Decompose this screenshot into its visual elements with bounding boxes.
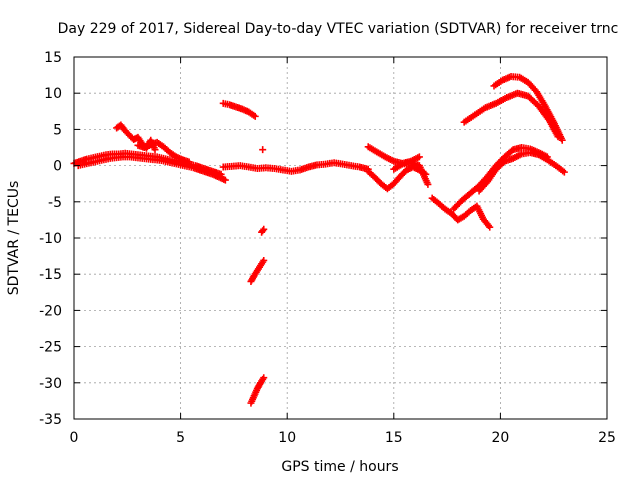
data-point [486, 223, 494, 231]
y-tick-label: -5 [48, 195, 62, 211]
tick-layer: 0 5 10 15 20 25 -35 -30 -25 -20 -15 -10 -5 0 5 10 15 [39, 50, 616, 446]
data-point [185, 158, 193, 166]
y-tick-label: -25 [39, 340, 62, 356]
y-tick-label: 0 [53, 159, 62, 175]
x-tick-label: 0 [70, 430, 79, 446]
series-segment-7-9-high [219, 99, 259, 120]
series-arc-18-21-upper [460, 89, 562, 141]
x-tick-label: 15 [385, 430, 403, 446]
x-tick-label: 5 [176, 430, 185, 446]
y-tick-label: 5 [53, 122, 62, 138]
series-point-8-9-low [258, 225, 268, 236]
data-point [221, 176, 229, 184]
y-tick-label: -20 [39, 303, 62, 319]
y-tick-label: 10 [44, 86, 62, 102]
series-point-8-9 [259, 146, 267, 154]
x-axis-title: GPS time / hours [281, 459, 398, 475]
y-tick-label: 15 [44, 50, 62, 66]
series-baseline-0-7-lower [74, 153, 229, 184]
data-point [424, 180, 432, 188]
y-tick-label: -35 [39, 412, 62, 428]
x-tick-label: 10 [278, 430, 296, 446]
y-axis-title: SDTVAR / TECUs [6, 181, 22, 296]
chart-title: Day 229 of 2017, Sidereal Day-to-day VTE… [58, 21, 619, 37]
data-point [259, 146, 267, 154]
x-tick-label: 25 [598, 430, 616, 446]
data-point [260, 374, 268, 382]
data-point [151, 146, 159, 154]
data-point [560, 168, 568, 176]
y-tick-label: -30 [39, 376, 62, 392]
series-valley-17-20 [428, 194, 494, 231]
series-segment-8-9-deep [247, 374, 268, 407]
series-dip-14-16 [364, 163, 430, 193]
data-point [259, 227, 267, 235]
data-point [558, 136, 566, 144]
series-segment-15-17 [390, 159, 432, 188]
data-point [415, 153, 423, 161]
series-arc-3-5 [134, 138, 193, 166]
series-arc-19-23-top [490, 73, 566, 144]
data-layer [70, 73, 568, 407]
y-tick-label: -15 [39, 267, 62, 283]
series-rise-19-23 [475, 149, 568, 195]
data-point [260, 225, 268, 233]
x-tick-label: 20 [491, 430, 509, 446]
series-arc-2-4 [113, 121, 159, 154]
data-point [260, 256, 268, 264]
series-baseline-7-14 [219, 159, 372, 175]
y-tick-label: -10 [39, 231, 62, 247]
grid-layer [74, 57, 607, 419]
series-segment-8-9-mid [247, 256, 268, 285]
data-point [251, 112, 259, 120]
